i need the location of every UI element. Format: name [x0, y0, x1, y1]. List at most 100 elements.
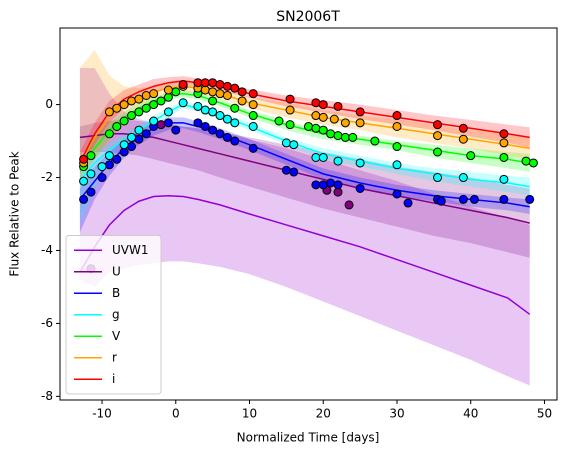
data-point: [499, 138, 509, 148]
data-point: [141, 90, 151, 100]
data-point: [149, 89, 159, 99]
legend-label: UVW1: [112, 243, 149, 257]
data-point: [86, 169, 96, 179]
data-point: [521, 156, 531, 166]
data-point: [433, 131, 443, 141]
uncertainty-band: [79, 119, 530, 258]
uncertainty-band: [79, 49, 530, 171]
data-point: [285, 105, 295, 115]
data-point: [311, 123, 321, 133]
data-point: [127, 96, 137, 106]
data-point: [119, 116, 129, 126]
legend-box: [65, 235, 162, 395]
data-point: [200, 121, 210, 131]
data-point: [248, 100, 258, 110]
data-point: [222, 114, 232, 124]
data-point: [370, 136, 380, 146]
data-point: [458, 134, 468, 144]
data-point: [127, 142, 137, 152]
data-point: [433, 173, 443, 183]
legend-label: V: [112, 329, 121, 343]
data-point: [311, 152, 321, 162]
data-point: [318, 125, 328, 135]
data-point: [104, 129, 114, 139]
data-point: [230, 118, 240, 128]
data-point: [329, 114, 339, 124]
plot-area: [79, 49, 538, 386]
data-point: [499, 194, 509, 204]
data-point: [344, 200, 354, 210]
data-point: [86, 187, 96, 197]
data-point: [222, 132, 232, 142]
data-point: [112, 103, 122, 113]
data-point: [433, 120, 443, 130]
data-point: [230, 83, 240, 93]
data-point: [311, 111, 321, 121]
data-point: [200, 105, 210, 115]
x-tick-label: 20: [316, 407, 331, 421]
data-point: [178, 98, 188, 108]
data-point: [149, 116, 159, 126]
chart-title: SN2006T: [276, 9, 340, 25]
data-point: [403, 198, 413, 208]
data-point: [528, 158, 538, 168]
y-tick-label: -4: [41, 243, 53, 257]
y-tick-label: -6: [41, 316, 53, 330]
data-point: [289, 140, 299, 150]
data-point: [458, 173, 468, 183]
data-point: [392, 111, 402, 121]
data-point: [311, 180, 321, 190]
data-point: [392, 189, 402, 199]
data-point: [104, 151, 114, 161]
data-point: [149, 100, 159, 110]
y-tick-label: -2: [41, 170, 53, 184]
data-point: [79, 194, 89, 204]
data-point: [222, 90, 232, 100]
x-tick-label: 0: [172, 407, 180, 421]
data-point: [340, 132, 350, 142]
data-point: [458, 123, 468, 133]
x-tick-label: 40: [463, 407, 478, 421]
data-point: [318, 152, 328, 162]
data-point: [469, 194, 479, 204]
data-point: [134, 125, 144, 135]
data-point: [318, 180, 328, 190]
x-tick-label: 10: [242, 407, 257, 421]
data-point: [304, 121, 313, 131]
data-point: [112, 154, 122, 164]
data-point: [112, 121, 122, 131]
data-point: [285, 120, 295, 130]
data-point: [222, 81, 232, 91]
data-point: [499, 129, 509, 139]
data-point: [237, 96, 247, 106]
data-point: [104, 160, 114, 170]
data-point: [392, 160, 402, 170]
data-point: [208, 78, 218, 88]
data-point: [119, 100, 129, 110]
data-point: [326, 129, 336, 139]
data-point: [392, 142, 402, 152]
data-point: [79, 154, 89, 164]
data-point: [86, 151, 96, 161]
data-point: [333, 180, 343, 190]
data-point: [318, 100, 328, 110]
data-point: [134, 107, 144, 117]
data-point: [333, 131, 343, 141]
x-axis-label: Normalized Time [days]: [237, 431, 380, 445]
data-point: [274, 116, 284, 126]
data-point: [215, 129, 225, 139]
data-point: [318, 112, 328, 122]
data-point: [340, 118, 350, 128]
data-point: [215, 111, 225, 121]
data-point: [326, 178, 336, 188]
legend-label: r: [112, 350, 117, 364]
data-point: [355, 183, 365, 193]
y-axis-label: Flux Relative to Peak: [8, 151, 22, 276]
legend-label: U: [112, 264, 121, 278]
data-point: [355, 107, 365, 117]
y-tick-label: -8: [41, 389, 53, 403]
data-point: [248, 111, 258, 121]
data-point: [97, 162, 107, 172]
data-point: [466, 151, 476, 161]
